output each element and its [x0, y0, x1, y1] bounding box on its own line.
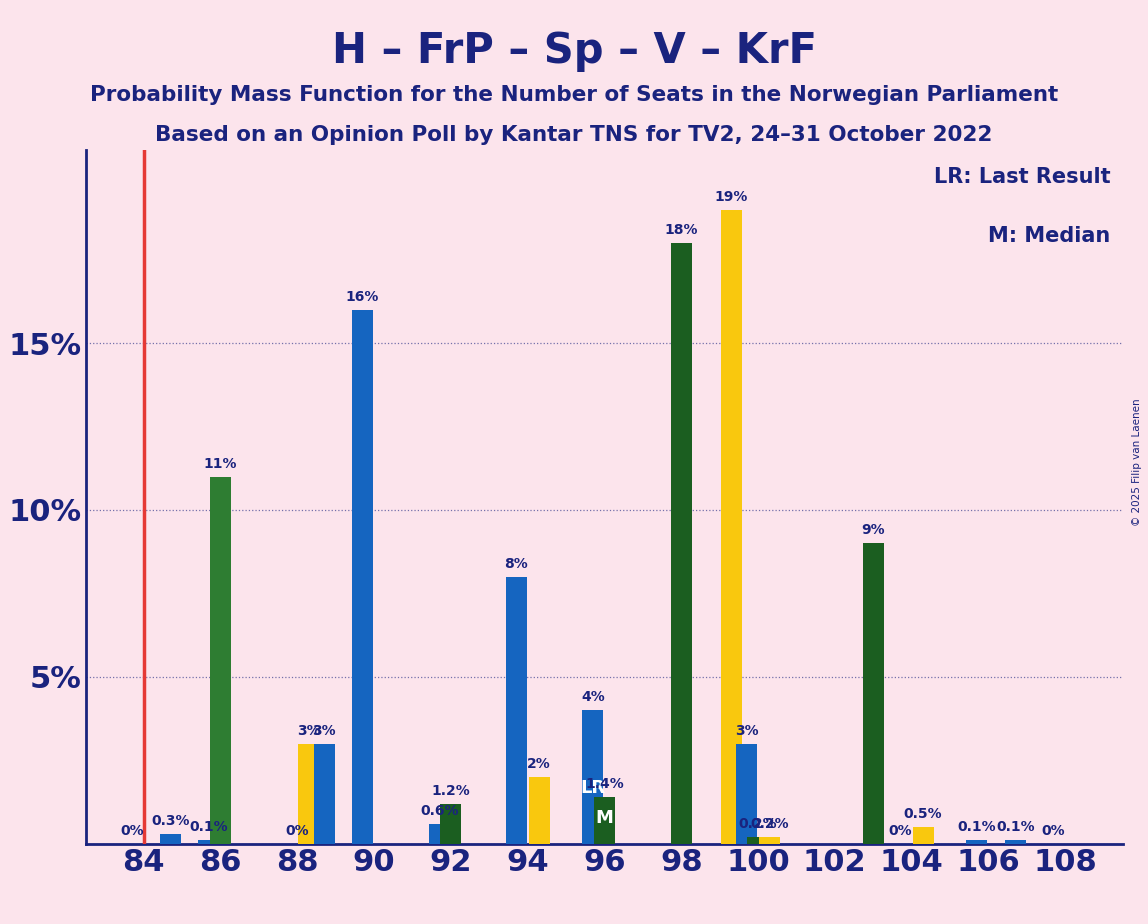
Text: Based on an Opinion Poll by Kantar TNS for TV2, 24–31 October 2022: Based on an Opinion Poll by Kantar TNS f… — [155, 125, 993, 145]
Text: 0%: 0% — [889, 823, 912, 838]
Text: Probability Mass Function for the Number of Seats in the Norwegian Parliament: Probability Mass Function for the Number… — [90, 85, 1058, 105]
Text: 3%: 3% — [312, 723, 336, 737]
Bar — [670, 243, 692, 844]
Bar — [582, 711, 604, 844]
Text: 3%: 3% — [735, 723, 759, 737]
Text: 0.1%: 0.1% — [957, 821, 996, 834]
Bar — [913, 827, 933, 844]
Text: H – FrP – Sp – V – KrF: H – FrP – Sp – V – KrF — [332, 30, 816, 71]
Text: 8%: 8% — [504, 557, 528, 571]
Text: LR: LR — [581, 779, 605, 796]
Bar — [736, 744, 757, 844]
Bar — [441, 804, 461, 844]
Bar — [747, 837, 768, 844]
Text: M: Median: M: Median — [988, 226, 1110, 246]
Bar — [862, 543, 884, 844]
Bar — [759, 837, 781, 844]
Bar — [428, 823, 450, 844]
Bar — [505, 577, 527, 844]
Text: 0.1%: 0.1% — [189, 821, 228, 834]
Bar — [210, 477, 231, 844]
Text: 9%: 9% — [861, 523, 885, 538]
Text: 2%: 2% — [527, 757, 551, 771]
Text: 0.3%: 0.3% — [152, 814, 189, 828]
Bar — [352, 310, 373, 844]
Text: 0%: 0% — [1042, 823, 1065, 838]
Text: 19%: 19% — [714, 189, 747, 203]
Text: 16%: 16% — [346, 290, 379, 304]
Text: LR: Last Result: LR: Last Result — [933, 167, 1110, 187]
Bar — [298, 744, 319, 844]
Bar — [594, 796, 615, 844]
Text: 0.2%: 0.2% — [750, 817, 789, 831]
Text: 11%: 11% — [203, 456, 238, 470]
Text: 0.2%: 0.2% — [738, 817, 777, 831]
Bar — [967, 840, 987, 844]
Bar — [721, 210, 742, 844]
Text: 0.6%: 0.6% — [420, 804, 458, 818]
Bar — [528, 777, 550, 844]
Bar — [199, 840, 219, 844]
Text: 0.1%: 0.1% — [996, 821, 1034, 834]
Text: 4%: 4% — [581, 690, 605, 704]
Text: 0%: 0% — [121, 823, 144, 838]
Text: 0.5%: 0.5% — [903, 807, 943, 821]
Text: 0%: 0% — [286, 823, 309, 838]
Text: 18%: 18% — [665, 223, 698, 237]
Text: 3%: 3% — [297, 723, 320, 737]
Text: 1.2%: 1.2% — [432, 784, 471, 797]
Text: 1.4%: 1.4% — [585, 777, 623, 791]
Text: M: M — [596, 809, 613, 827]
Bar — [313, 744, 335, 844]
Bar — [160, 833, 181, 844]
Text: © 2025 Filip van Laenen: © 2025 Filip van Laenen — [1132, 398, 1141, 526]
Bar — [1004, 840, 1026, 844]
